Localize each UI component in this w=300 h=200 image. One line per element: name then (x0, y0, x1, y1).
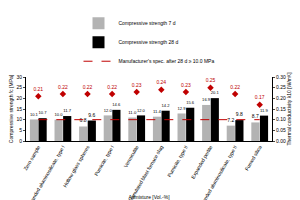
svg-text:25: 25 (16, 84, 22, 90)
svg-text:11.7: 11.7 (63, 108, 72, 113)
svg-text:0.20: 0.20 (276, 95, 286, 101)
svg-text:12.0: 12.0 (104, 108, 113, 113)
svg-text:9.6: 9.6 (88, 112, 95, 118)
svg-text:0.22: 0.22 (107, 84, 117, 90)
svg-text:0.22: 0.22 (58, 84, 68, 90)
svg-text:10: 10 (16, 116, 22, 122)
svg-text:10.0: 10.0 (55, 112, 64, 117)
svg-text:0.10: 0.10 (276, 116, 286, 122)
svg-text:0.22: 0.22 (83, 84, 93, 90)
svg-text:Compressive strength 28 d: Compressive strength 28 d (119, 39, 179, 45)
svg-text:10.7: 10.7 (39, 110, 48, 115)
svg-text:15: 15 (16, 106, 22, 112)
svg-text:8.7: 8.7 (252, 113, 259, 119)
svg-text:12.0: 12.0 (137, 108, 146, 113)
svg-text:Expanded aluminosilicate, type: Expanded aluminosilicate, type I (25, 144, 66, 200)
svg-text:6.8: 6.8 (80, 117, 87, 123)
svg-text:20: 20 (16, 95, 22, 101)
svg-text:0.17: 0.17 (255, 94, 265, 100)
svg-text:Zero sample: Zero sample (22, 144, 41, 171)
svg-text:0.25: 0.25 (276, 84, 286, 90)
svg-text:0.00: 0.00 (276, 138, 286, 144)
svg-text:Thermal conductivity λ10 [W/mK: Thermal conductivity λ10 [W/mK] (286, 72, 292, 146)
svg-text:10.1: 10.1 (30, 112, 39, 117)
svg-text:12.9: 12.9 (178, 106, 187, 111)
svg-text:Expanded aluminosilicate, type: Expanded aluminosilicate, type II (196, 144, 238, 200)
svg-text:Vermiculite: Vermiculite (122, 144, 140, 168)
svg-text:0.24: 0.24 (156, 79, 166, 85)
svg-text:14.2: 14.2 (162, 103, 171, 108)
svg-text:16.9: 16.9 (202, 97, 211, 102)
svg-text:0.21: 0.21 (33, 86, 43, 92)
svg-text:5: 5 (19, 127, 22, 133)
svg-text:Granulated blast furnace slag: Granulated blast furnace slag (126, 144, 164, 200)
svg-text:0: 0 (19, 138, 22, 144)
svg-text:0.05: 0.05 (276, 127, 286, 133)
svg-text:Admixture [Vol.-%]: Admixture [Vol.-%] (128, 194, 170, 200)
svg-text:Hollow glass spheres: Hollow glass spheres (62, 144, 91, 188)
svg-text:20.1: 20.1 (211, 90, 220, 95)
svg-text:0.25: 0.25 (206, 77, 216, 83)
svg-text:Manufacturer's spec. after 28: Manufacturer's spec. after 28 d ≥ 10.0 M… (119, 58, 215, 64)
svg-text:7.2: 7.2 (227, 117, 234, 123)
svg-text:0.23: 0.23 (132, 82, 142, 88)
svg-text:11.4: 11.4 (153, 109, 162, 114)
svg-text:Fumed silica: Fumed silica (243, 144, 262, 171)
svg-text:Pumicite, type I: Pumicite, type I (93, 144, 115, 177)
svg-text:Compressive strength fc [MPa]: Compressive strength fc [MPa] (8, 74, 14, 143)
svg-text:Expanded perlite: Expanded perlite (190, 144, 214, 180)
svg-text:11.0: 11.0 (128, 110, 137, 115)
svg-text:0.15: 0.15 (276, 106, 286, 112)
svg-text:0.22: 0.22 (230, 84, 240, 90)
svg-text:30: 30 (16, 74, 22, 80)
svg-text:Compressive strength 7 d: Compressive strength 7 d (119, 20, 176, 26)
svg-text:14.6: 14.6 (112, 102, 121, 107)
svg-text:Pumicite, type II: Pumicite, type II (166, 144, 189, 178)
svg-text:0.30: 0.30 (276, 74, 286, 80)
svg-text:0.23: 0.23 (181, 82, 191, 88)
svg-text:9.8: 9.8 (236, 111, 243, 117)
svg-text:11.9: 11.9 (260, 108, 269, 113)
svg-text:15.6: 15.6 (186, 100, 195, 105)
